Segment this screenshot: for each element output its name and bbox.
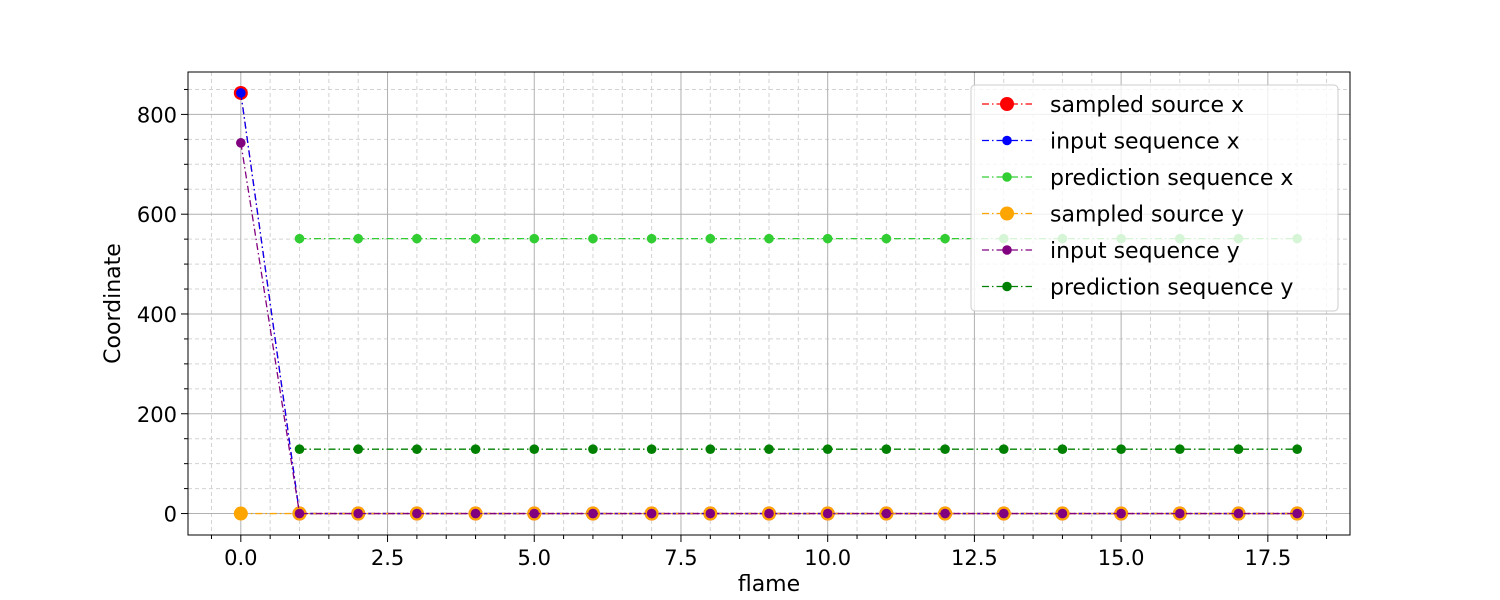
data-point [353,508,363,519]
x-tick-label: 15.0 [1098,546,1145,570]
data-point [588,233,598,244]
data-point [529,508,540,519]
x-tick-label: 2.5 [371,546,404,570]
y-tick-label: 0 [164,503,177,527]
y-tick-label: 600 [137,203,177,227]
legend-marker-swatch [1002,245,1012,255]
legend-item: prediction sequence y [982,276,1293,301]
data-point [822,508,833,519]
data-point [470,444,481,454]
data-point [588,444,598,454]
data-point [881,508,892,519]
legend-marker-swatch [1000,206,1014,221]
legend-label: sampled source x [1050,93,1244,118]
data-point [294,444,305,454]
data-point [998,508,1009,519]
data-point [822,444,833,454]
legend-item: sampled source y [982,203,1244,228]
legend-marker-swatch [1002,172,1012,182]
series-prediction-sequence-y [294,444,1302,454]
data-point [470,233,481,244]
y-tick-label: 200 [137,403,177,427]
data-point [236,138,246,148]
x-tick-label: 5.0 [518,546,551,570]
legend-label: prediction sequence y [1050,276,1293,301]
data-point [1057,444,1068,454]
data-point [529,444,540,454]
y-tick-label: 400 [137,303,177,327]
x-tick-label: 12.5 [951,546,998,570]
legend-item: sampled source x [982,93,1244,118]
data-point [881,444,892,454]
data-point [236,88,246,98]
data-point [412,508,422,519]
data-point [353,233,363,244]
legend-item: prediction sequence x [982,166,1293,191]
data-point [705,233,716,244]
series-input-sequence-y [236,138,1302,519]
legend-label: input sequence x [1050,130,1240,155]
data-point [646,444,657,454]
legend-item: input sequence x [982,130,1240,155]
y-tick-label: 800 [137,103,177,127]
data-point [646,508,657,519]
x-tick-label: 7.5 [664,546,697,570]
x-tick-label: 17.5 [1244,546,1291,570]
legend-marker-swatch [1002,135,1012,146]
data-point [1175,444,1185,454]
data-point [646,233,657,244]
data-point [764,233,774,244]
data-point [470,508,481,519]
data-point [764,508,774,519]
data-point [1233,444,1244,454]
data-point [1292,444,1302,454]
data-point [1233,508,1244,519]
legend: sampled source x input sequence x predicti… [970,84,1339,312]
legend-marker-swatch [1000,97,1014,111]
axis-ticks: 0.0 2.5 5.0 7.5 10.0 12.5 15.0 17.5 0 200 400 600 80… [137,88,1328,570]
data-point [822,233,833,244]
data-point [1116,508,1126,519]
data-point [764,444,774,454]
data-point [1116,444,1126,454]
legend-label: prediction sequence x [1050,166,1293,191]
data-point [353,444,363,454]
legend-marker-swatch [1002,281,1012,292]
data-point [294,508,305,519]
data-point [705,508,716,519]
data-point [705,444,716,454]
data-point [1175,508,1185,519]
x-tick-label: 10.0 [804,546,851,570]
data-point [881,233,892,244]
x-axis-label: flame [738,572,800,597]
data-point [1292,508,1302,519]
data-point [940,233,950,244]
data-point [412,233,422,244]
legend-item: input sequence y [982,239,1240,264]
data-point [233,506,248,521]
data-point [1057,508,1068,519]
legend-label: sampled source y [1050,203,1244,228]
data-point [588,508,598,519]
data-point [412,444,422,454]
data-point [940,508,950,519]
data-point [940,444,950,454]
y-axis-label: Coordinate [101,243,126,364]
legend-label: input sequence y [1050,239,1240,264]
data-point [998,444,1009,454]
x-tick-label: 0.0 [224,546,257,570]
data-point [294,233,305,244]
data-point [529,233,540,244]
legend-box [970,84,1339,312]
